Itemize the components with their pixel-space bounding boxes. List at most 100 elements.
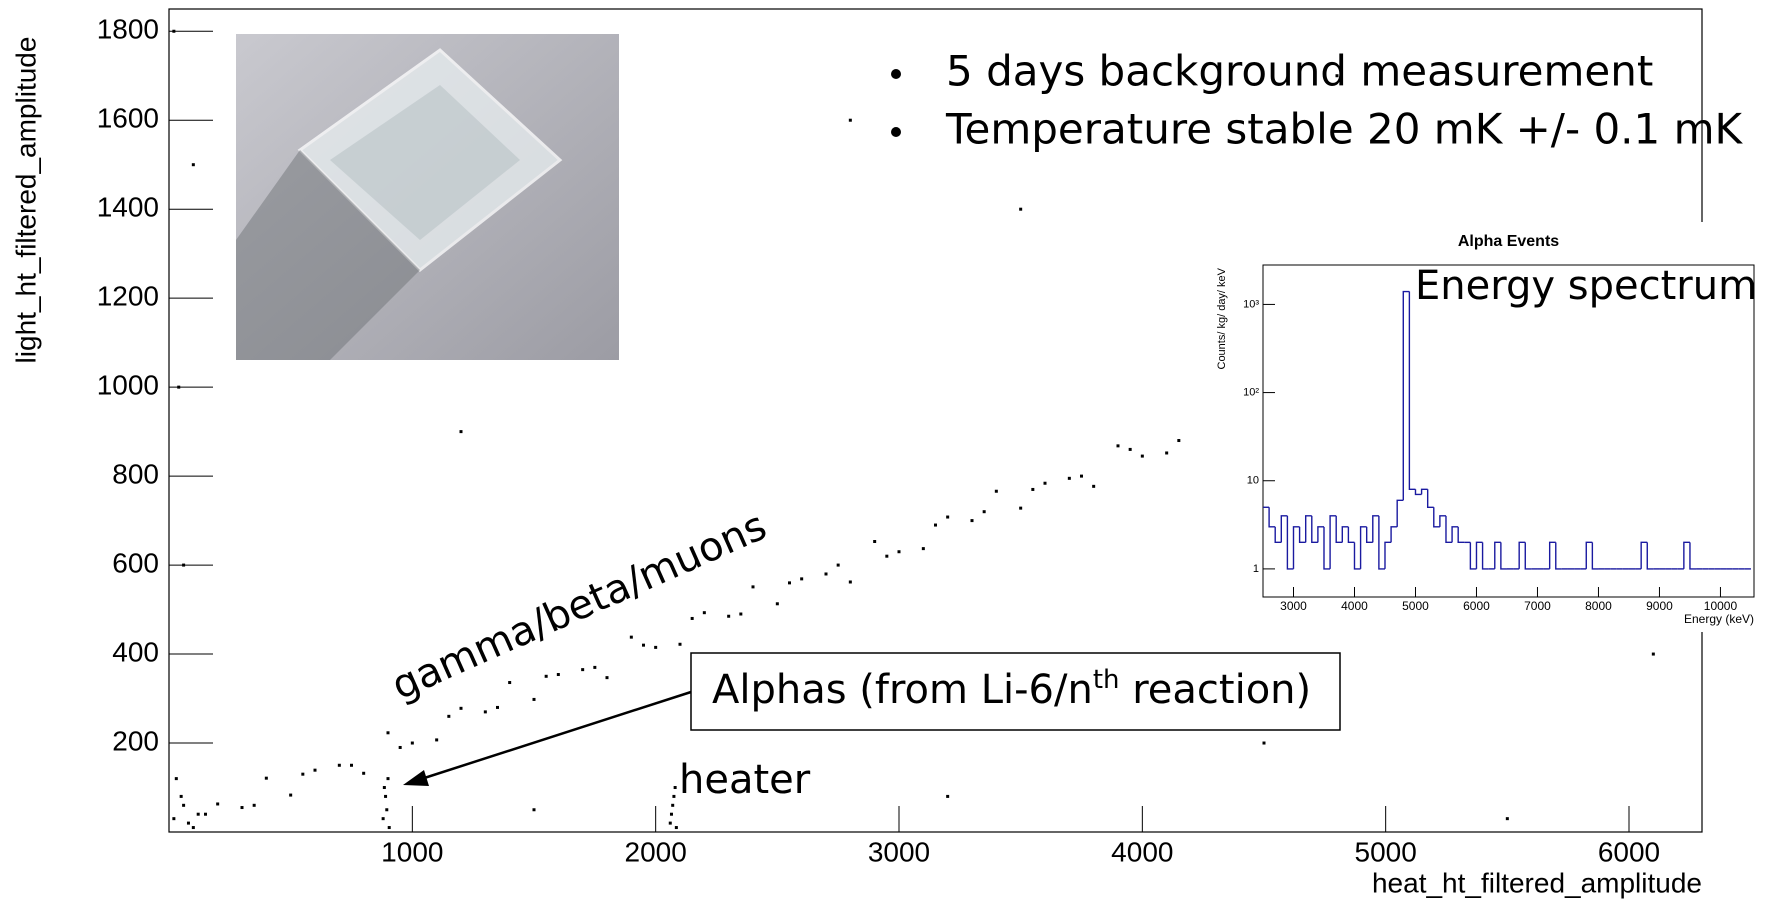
histogram-bin — [1469, 542, 1477, 570]
alphas-label-part: reaction) — [1120, 667, 1312, 713]
point — [1651, 652, 1655, 656]
point — [1335, 74, 1339, 78]
point — [674, 826, 678, 830]
histogram-bin — [1475, 541, 1483, 569]
histogram-bin — [1390, 526, 1398, 543]
point — [581, 668, 585, 672]
point — [496, 705, 499, 709]
point — [204, 812, 207, 816]
point — [182, 803, 186, 807]
point — [385, 808, 389, 812]
inset-chart: Alpha Events 3000 4000 5000 6000 7000 8000 9000… — [1198, 222, 1765, 632]
histogram-bin — [1378, 515, 1385, 570]
alphas-arrow — [414, 690, 692, 783]
point — [174, 777, 178, 781]
y-tick-label: 1400 — [97, 192, 159, 223]
histogram-bin — [1457, 526, 1465, 544]
point — [301, 772, 305, 776]
histogram-bin — [1426, 489, 1434, 508]
point — [921, 547, 925, 551]
inset-y-tick-label: 1 — [1253, 563, 1259, 575]
histogram-bin — [1640, 541, 1648, 569]
point — [350, 763, 353, 767]
x-tick-label: 6000 — [1598, 836, 1660, 867]
histogram-bin — [1585, 541, 1593, 569]
point — [800, 577, 804, 581]
histogram-bin — [1420, 488, 1428, 495]
histogram-bin — [1359, 526, 1367, 569]
point — [946, 515, 950, 519]
point — [186, 821, 190, 825]
point — [946, 794, 950, 798]
histogram-bin — [1451, 526, 1459, 543]
histogram-bin — [1396, 499, 1404, 527]
point — [179, 794, 183, 798]
histogram-bin — [1555, 542, 1562, 570]
alphas-label-part: Alphas (from Li-6/n — [712, 667, 1093, 713]
y-tick-label: 600 — [112, 547, 159, 578]
point — [824, 572, 828, 576]
point — [727, 614, 731, 618]
histogram-bin — [1683, 541, 1690, 569]
point — [386, 731, 390, 735]
inset-x-tick-label: 10000 — [1704, 599, 1738, 613]
histogram-bin — [1365, 526, 1373, 544]
point — [172, 817, 176, 821]
point — [177, 385, 181, 389]
point — [1080, 474, 1083, 478]
inset-x-tick-label: 3000 — [1280, 599, 1307, 613]
alphas-arrowhead — [403, 770, 429, 786]
y-tick-label: 200 — [112, 725, 159, 756]
y-axis-label: light_ht_filtered_amplitude — [10, 37, 41, 364]
point — [1140, 454, 1144, 458]
x-tick-label: 1000 — [381, 836, 443, 867]
histogram-bin — [1372, 515, 1379, 543]
y-tick-label: 1000 — [97, 370, 159, 401]
inset-y-axis-label: Counts/ kg/ day/ keV — [1216, 267, 1228, 369]
histogram-bin — [1292, 526, 1300, 569]
inset-x-tick-label: 9000 — [1646, 599, 1673, 613]
point — [668, 821, 672, 825]
point — [775, 602, 779, 606]
point — [788, 581, 791, 585]
inset-x-tick-label: 5000 — [1402, 599, 1429, 613]
point — [556, 673, 560, 677]
histogram-bin — [1311, 515, 1318, 544]
point — [678, 642, 682, 646]
point — [362, 771, 366, 775]
x-tick-label: 3000 — [868, 836, 930, 867]
point — [1262, 741, 1266, 745]
heater-label: heater — [679, 757, 811, 803]
histogram-bin — [1323, 526, 1331, 570]
photo — [236, 34, 619, 360]
x-tick-label: 2000 — [625, 836, 687, 867]
histogram-bin — [1335, 515, 1343, 544]
histogram-bin — [1524, 542, 1532, 570]
inset-y-tick-label: 10² — [1243, 386, 1259, 398]
point — [848, 118, 852, 122]
point — [459, 430, 463, 434]
point — [873, 540, 877, 544]
point — [629, 635, 633, 639]
point — [739, 612, 743, 616]
point — [240, 806, 244, 810]
point — [459, 706, 463, 710]
main-plot: 1000 2000 3000 4000 5000 6000 200 400 600 800 1000… — [10, 14, 1702, 899]
point — [1116, 444, 1120, 448]
histogram-bin — [1689, 542, 1697, 570]
histogram-bin — [1384, 541, 1392, 569]
point — [182, 563, 186, 567]
histogram-bin — [1518, 541, 1526, 569]
histogram-bin — [1646, 542, 1654, 570]
point — [848, 580, 852, 584]
point — [654, 645, 658, 649]
histogram-bin — [1439, 515, 1446, 527]
point — [1165, 451, 1169, 455]
point — [398, 745, 402, 749]
inset-x-tick-label: 7000 — [1524, 599, 1551, 613]
point — [1128, 447, 1132, 451]
histogram-bin — [1408, 291, 1416, 490]
bullet-text: Temperature stable 20 mK +/- 0.1 mK — [945, 105, 1744, 154]
point — [897, 550, 901, 554]
